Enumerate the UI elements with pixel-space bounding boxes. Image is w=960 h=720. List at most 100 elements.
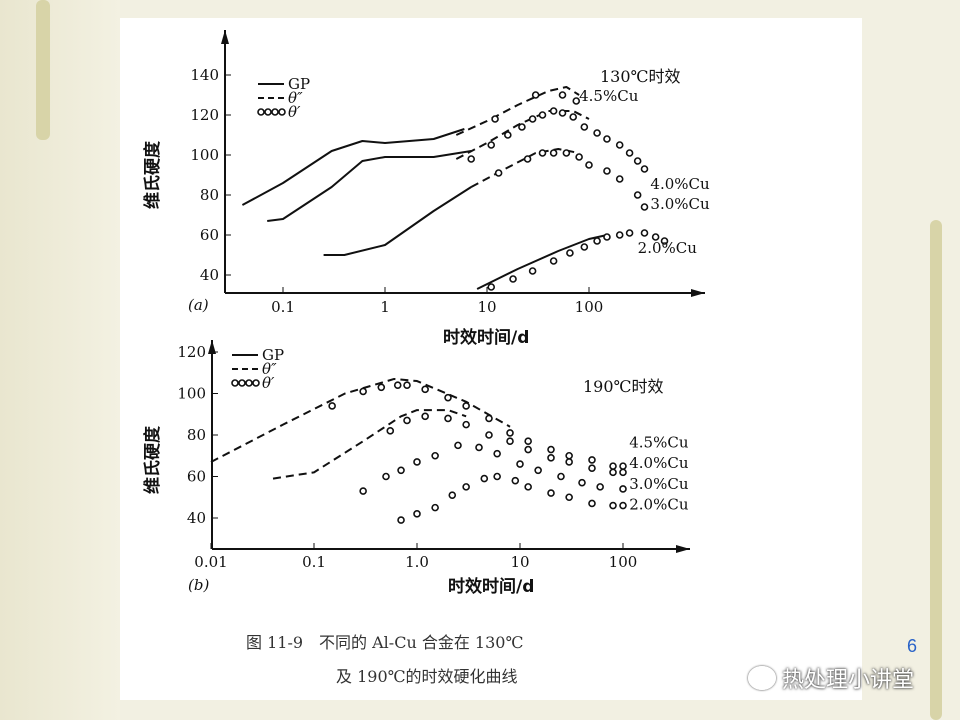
y-tick-label: 140 [190,66,219,84]
theta-prime-point [619,485,627,493]
theta-prime-point [444,414,452,423]
theta-prime-point [580,123,589,131]
theta-prime-point [431,451,439,460]
legend-label: θ″ [262,360,277,378]
legend-label: θ′ [288,103,301,121]
theta-prime-point [493,472,501,481]
theta-prime-point [359,487,367,495]
theta-prime-point [557,472,565,481]
theta-prime-point [603,167,611,175]
x-tick-label: 10 [477,298,496,316]
legend-label: GP [288,75,310,93]
y-tick-label: 40 [187,509,206,527]
legend-swatch-circle [245,379,253,387]
x-axis-label: 时效时间/d [448,576,534,597]
x-axis-arrow [691,289,705,297]
theta-prime-point [588,464,596,473]
theta-prime-point [524,445,532,454]
theta-prime-point [504,131,512,139]
legend-swatch-circle [252,379,260,387]
theta-prime-point [538,111,547,119]
theta-double-prime-curve [455,86,580,136]
series-label: 3.0%Cu [629,475,689,493]
chart-title: 130℃时效 [600,67,680,86]
x-tick-label: 100 [609,553,638,571]
y-tick-label: 100 [190,146,219,164]
watermark-text: 热处理小讲堂 [782,668,915,693]
theta-prime-point [377,383,386,392]
theta-double-prime-curve [470,148,580,188]
legend-swatch-circle [238,379,246,387]
theta-prime-point [640,229,649,237]
figure-sheet [120,18,862,700]
theta-prime-point [619,462,627,470]
theta-prime-point [660,237,669,245]
y-tick-label: 60 [187,468,206,486]
x-axis-arrow [676,545,690,553]
theta-prime-point [516,460,524,468]
theta-prime-point [528,267,537,275]
y-axis-arrow [221,30,229,44]
theta-prime-point [534,466,542,475]
theta-prime-point [640,203,649,211]
theta-prime-point [506,429,514,437]
theta-prime-point [566,249,574,257]
theta-prime-point [397,516,405,524]
theta-prime-point [593,129,601,137]
theta-prime-point [609,501,617,510]
theta-prime-point [549,107,558,115]
series-label: 4.0%Cu [650,175,710,193]
theta-prime-point [487,283,496,291]
theta-prime-point [575,153,583,161]
theta-prime-point [585,161,593,169]
gp-curve [241,128,465,206]
theta-prime-point [549,149,558,157]
x-axis-label: 时效时间/d [443,327,529,348]
x-tick-label: 0.1 [302,553,326,571]
bamboo-decoration [930,220,942,720]
theta-prime-point [493,449,501,458]
theta-prime-point [651,233,660,241]
theta-prime-point [397,466,405,475]
theta-prime-point [480,474,489,483]
legend-swatch-circle [271,108,279,116]
theta-prime-point [448,491,457,499]
theta-prime-point [625,149,634,157]
theta-prime-point [487,141,496,149]
series-label: 4.5%Cu [629,433,689,451]
series-label: 2.0%Cu [629,496,689,514]
y-axis-label: 维氏硬度 [142,425,163,494]
theta-prime-point [386,427,395,435]
theta-prime-point [413,458,421,466]
y-tick-label: 100 [177,385,206,403]
theta-prime-point [572,97,581,105]
theta-prime-point [565,493,573,502]
theta-prime-point [524,483,532,491]
theta-prime-point [558,91,567,99]
theta-prime-point [393,381,402,390]
series-label: 4.5%Cu [579,87,639,105]
legend-swatch-circle [231,379,239,387]
slide-background [0,0,120,720]
theta-prime-point [615,175,624,183]
theta-prime-point [462,402,470,410]
legend-label: GP [262,346,284,364]
gp-curve [267,150,472,222]
y-tick-label: 120 [177,343,206,361]
theta-prime-point [444,393,452,402]
theta-prime-point [494,169,503,177]
theta-prime-point [562,149,571,157]
theta-prime-point [328,402,336,410]
theta-prime-point [382,472,390,481]
legend-swatch-circle [264,108,272,116]
theta-prime-point [359,387,367,396]
theta-prime-point [538,149,547,157]
theta-prime-point [625,229,634,237]
x-tick-label: 0.01 [194,553,227,571]
theta-prime-point [454,441,462,450]
theta-prime-point [462,483,470,491]
legend-label: θ″ [288,89,303,107]
theta-prime-point [403,381,411,390]
theta-prime-point [403,416,411,425]
